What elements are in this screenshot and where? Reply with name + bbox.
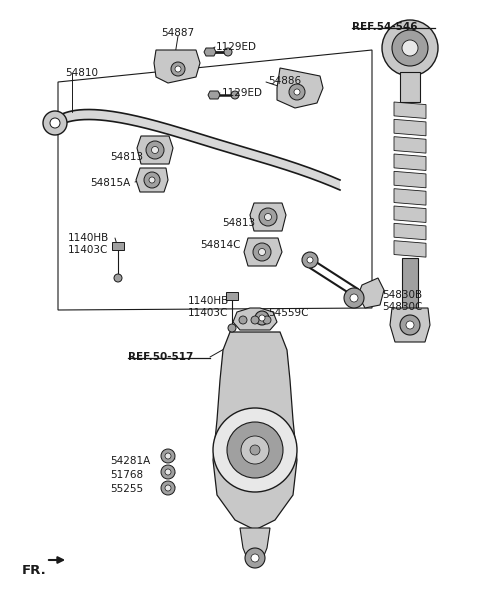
Circle shape [251,554,259,562]
Circle shape [259,208,277,226]
Polygon shape [55,110,340,190]
Circle shape [239,316,247,324]
Polygon shape [136,168,168,192]
Circle shape [307,257,313,263]
Polygon shape [394,189,426,205]
Polygon shape [390,308,430,342]
Text: 1140HB: 1140HB [188,296,229,306]
Polygon shape [204,48,216,56]
Circle shape [213,408,297,492]
Circle shape [400,315,420,335]
Circle shape [406,321,414,329]
Text: 11403C: 11403C [188,308,228,318]
Polygon shape [394,241,426,257]
Text: 54814C: 54814C [200,240,240,250]
Polygon shape [394,206,426,222]
Circle shape [253,243,271,261]
Circle shape [392,30,428,66]
Circle shape [228,324,236,332]
Polygon shape [154,50,200,83]
Polygon shape [208,91,220,99]
Circle shape [149,177,155,183]
Text: 54810: 54810 [65,68,98,78]
Polygon shape [277,68,323,108]
Text: 54813: 54813 [110,152,143,162]
Circle shape [255,311,269,325]
Circle shape [224,48,232,56]
Circle shape [302,252,318,268]
Circle shape [161,481,175,495]
Circle shape [50,118,60,128]
Circle shape [264,213,272,221]
Bar [400,72,420,102]
Circle shape [165,453,171,459]
Circle shape [114,274,122,282]
Circle shape [161,449,175,463]
Polygon shape [250,203,286,231]
Text: 54830C: 54830C [382,302,422,312]
Text: 51768: 51768 [110,470,143,480]
Text: 54813: 54813 [222,218,255,228]
Bar [226,292,238,300]
Polygon shape [244,238,282,266]
Circle shape [231,91,239,99]
Circle shape [227,422,283,478]
Circle shape [382,20,438,76]
Bar [402,258,418,310]
Circle shape [259,315,265,321]
Circle shape [171,62,185,76]
Polygon shape [394,154,426,170]
Text: 54559C: 54559C [268,308,309,318]
Circle shape [259,249,265,256]
Text: REF.54-546: REF.54-546 [352,22,418,32]
Circle shape [241,436,269,464]
Text: 55255: 55255 [110,484,143,494]
Circle shape [144,172,160,188]
Circle shape [175,66,181,72]
Text: 54887: 54887 [161,28,194,38]
Text: 54281A: 54281A [110,456,150,466]
Circle shape [294,89,300,95]
Text: 1129ED: 1129ED [222,88,263,98]
Circle shape [251,316,259,324]
Circle shape [245,548,265,568]
Circle shape [344,288,364,308]
Polygon shape [213,332,297,530]
Circle shape [165,469,171,475]
Polygon shape [394,119,426,136]
Text: 11403C: 11403C [68,245,108,255]
Text: 1129ED: 1129ED [216,42,257,52]
Circle shape [402,40,418,56]
Circle shape [152,147,158,154]
Circle shape [165,485,171,491]
Polygon shape [394,102,426,119]
Circle shape [263,316,271,324]
Polygon shape [394,171,426,188]
Polygon shape [394,224,426,240]
Text: 54815A: 54815A [90,178,130,188]
Polygon shape [137,136,173,164]
Circle shape [146,141,164,159]
Polygon shape [233,308,277,330]
Circle shape [250,445,260,455]
Circle shape [43,111,67,135]
Polygon shape [240,528,270,562]
Text: 1140HB: 1140HB [68,233,109,243]
Circle shape [161,465,175,479]
Polygon shape [394,136,426,153]
Circle shape [289,84,305,100]
Polygon shape [358,278,384,308]
Text: 54830B: 54830B [382,290,422,300]
Text: 54886: 54886 [268,76,301,86]
Circle shape [350,294,358,302]
Bar [112,242,124,250]
Text: REF.50-517: REF.50-517 [128,352,193,362]
Text: FR.: FR. [22,564,47,577]
